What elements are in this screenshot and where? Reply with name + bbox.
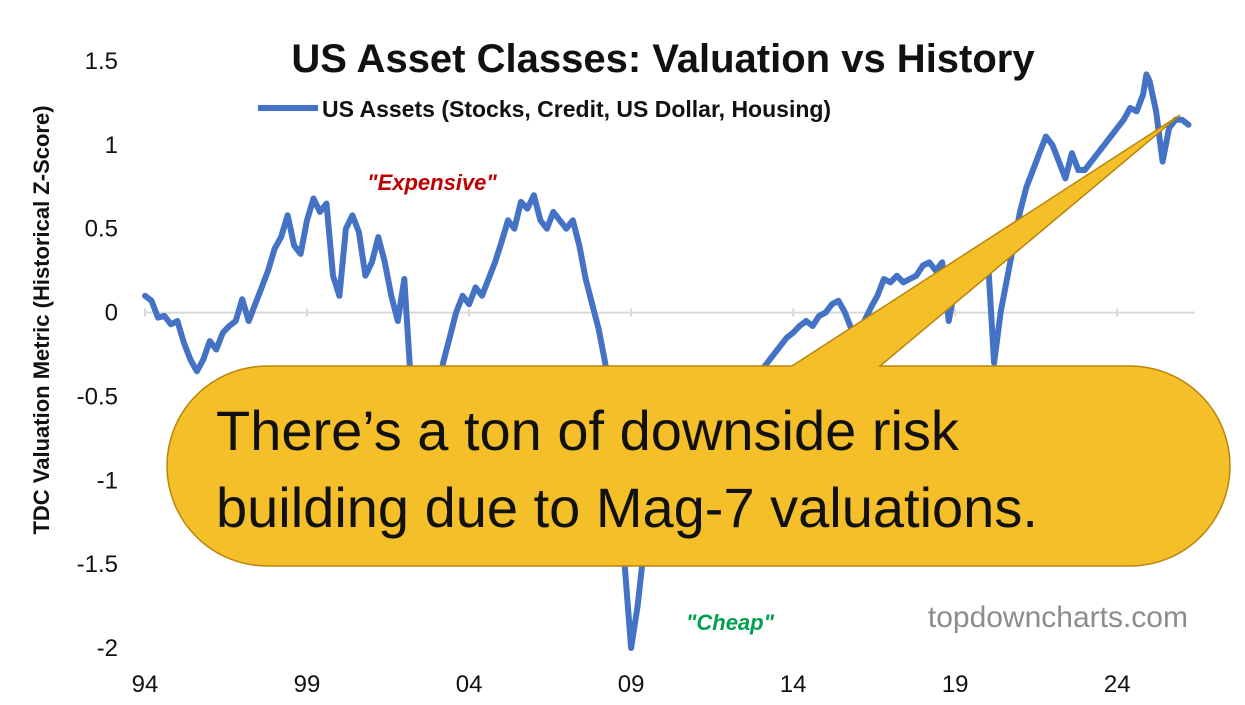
x-tick-label: 99 bbox=[294, 671, 321, 698]
chart-title: US Asset Classes: Valuation vs History bbox=[291, 37, 1035, 81]
x-tick-label: 94 bbox=[132, 671, 159, 698]
x-tick-label: 09 bbox=[618, 671, 645, 698]
y-axis-ticks: 1.5 1 0.5 0 -0.5 -1 -1.5 -2 bbox=[77, 48, 118, 662]
y-axis-label: TDC Valuation Metric (Historical Z-Score… bbox=[29, 105, 54, 534]
legend-label: US Assets (Stocks, Credit, US Dollar, Ho… bbox=[322, 96, 831, 122]
legend: US Assets (Stocks, Credit, US Dollar, Ho… bbox=[258, 96, 831, 122]
x-tick-label: 24 bbox=[1104, 671, 1131, 698]
y-tick-label: -1.5 bbox=[77, 551, 118, 578]
callout: There’s a ton of downside risk building … bbox=[166, 114, 1231, 567]
source-watermark: topdowncharts.com bbox=[928, 601, 1188, 634]
y-tick-label: 1 bbox=[105, 132, 118, 159]
y-tick-label: -1 bbox=[97, 467, 118, 494]
annotation-expensive: "Expensive" bbox=[367, 170, 497, 195]
callout-line-2: building due to Mag-7 valuations. bbox=[216, 476, 1038, 539]
y-tick-label: -0.5 bbox=[77, 383, 118, 410]
x-tick-label: 19 bbox=[942, 671, 969, 698]
y-tick-label: 0 bbox=[105, 300, 118, 327]
callout-line-1: There’s a ton of downside risk bbox=[216, 399, 960, 462]
y-tick-label: 1.5 bbox=[85, 48, 118, 75]
callout-bubble bbox=[166, 114, 1231, 567]
y-tick-label: 0.5 bbox=[85, 216, 118, 243]
annotation-cheap: "Cheap" bbox=[686, 610, 775, 635]
x-tick-label: 04 bbox=[456, 671, 483, 698]
y-tick-label: -2 bbox=[97, 635, 118, 662]
x-tick-label: 14 bbox=[780, 671, 807, 698]
